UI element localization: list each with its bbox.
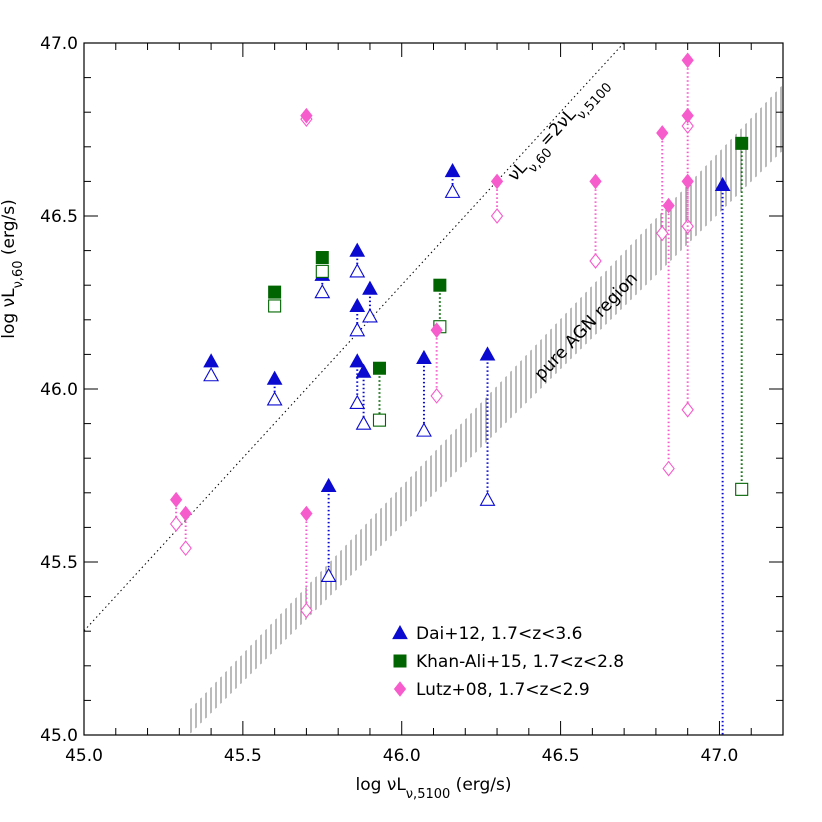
triangle-marker — [479, 491, 496, 506]
square-marker — [372, 361, 386, 375]
legend-marker — [392, 624, 408, 640]
triangle-marker — [349, 242, 366, 257]
triangle-marker — [362, 280, 378, 295]
square-marker — [735, 136, 749, 150]
diamond-marker — [662, 197, 675, 214]
triangle-marker — [349, 322, 366, 337]
triangle-marker — [266, 370, 283, 385]
y-axis-label: log νLν,60 (erg/s) — [0, 199, 26, 338]
x-tick-label: 46.5 — [542, 746, 580, 766]
diamond-marker — [681, 401, 694, 418]
triangle-marker — [320, 567, 337, 582]
ratio-line-label-part: ν,5100 — [574, 80, 615, 123]
triangle-marker — [349, 353, 366, 368]
y-tick-label: 47.0 — [40, 34, 78, 54]
triangle-marker — [444, 183, 461, 198]
diamond-marker — [300, 602, 313, 619]
x-tick-label: 45.0 — [65, 746, 103, 766]
square-marker — [268, 299, 282, 313]
x-tick-label: 46.0 — [383, 746, 421, 766]
legend-label: Dai+12, 1.7<z<3.6 — [416, 624, 582, 644]
diamond-marker — [179, 505, 192, 522]
triangle-marker — [203, 353, 219, 368]
y-tick-label: 45.5 — [40, 553, 78, 573]
region-label: pure AGN region — [531, 269, 642, 385]
diamond-marker — [656, 225, 669, 242]
diamond-marker — [170, 491, 183, 508]
diamond-marker — [681, 107, 694, 124]
x-axis-label-part: log νL — [356, 775, 407, 795]
diamond-marker — [490, 208, 504, 224]
diamond-marker — [430, 322, 443, 338]
y-axis-label-part: (erg/s) — [0, 199, 19, 260]
diamond-marker — [490, 173, 504, 190]
diamond-marker — [681, 52, 694, 69]
x-tick-label: 45.5 — [224, 746, 262, 766]
triangle-marker — [349, 394, 366, 409]
ratio-line — [84, 43, 625, 632]
plot-area — [84, 43, 783, 735]
y-tick-label: 46.0 — [40, 380, 78, 400]
square-marker — [315, 251, 329, 265]
triangle-marker — [416, 349, 432, 364]
y-axis-label-part: log νL — [0, 288, 19, 339]
triangle-marker — [266, 391, 283, 406]
diamond-marker — [300, 505, 313, 522]
diamond-marker — [169, 516, 183, 532]
diamond-marker — [589, 173, 602, 190]
square-marker — [735, 482, 749, 496]
agn-region — [188, 84, 783, 735]
legend-marker — [393, 654, 407, 668]
diamond-marker — [589, 253, 602, 269]
triangle-marker — [203, 367, 220, 382]
y-tick-label: 46.5 — [40, 207, 78, 227]
triangle-marker — [320, 477, 337, 492]
triangle-marker — [362, 308, 378, 323]
triangle-marker — [355, 415, 372, 430]
triangle-marker — [416, 422, 432, 437]
triangle-marker — [349, 263, 366, 278]
x-tick-label: 47.0 — [701, 746, 739, 766]
legend-label: Lutz+08, 1.7<z<2.9 — [416, 680, 590, 700]
diamond-marker — [662, 460, 675, 477]
square-marker — [372, 413, 387, 427]
triangle-marker — [355, 363, 372, 378]
square-marker — [268, 285, 282, 299]
diamond-marker — [656, 125, 669, 141]
x-axis-label-part: ν,5100 — [406, 787, 450, 802]
legend-marker — [393, 681, 407, 697]
diamond-marker — [300, 107, 313, 124]
diamond-marker — [681, 173, 694, 190]
triangle-marker — [479, 346, 496, 361]
triangle-marker — [444, 162, 461, 178]
square-marker — [433, 278, 447, 292]
triangle-marker — [714, 176, 731, 191]
triangle-marker — [314, 283, 331, 299]
diamond-marker — [430, 388, 443, 404]
legend-label: Khan-Ali+15, 1.7<z<2.8 — [416, 652, 624, 672]
y-axis-label-part: ν,60 — [11, 260, 26, 288]
diamond-marker — [179, 540, 192, 557]
y-tick-label: 45.0 — [40, 726, 78, 746]
x-axis-label-part: (erg/s) — [450, 775, 511, 795]
ratio-line-label: νLν,60=2νLν,5100 — [504, 72, 615, 190]
square-marker — [315, 264, 329, 278]
x-axis-label: log νLν,5100 (erg/s) — [356, 775, 512, 802]
triangle-marker — [349, 297, 366, 313]
